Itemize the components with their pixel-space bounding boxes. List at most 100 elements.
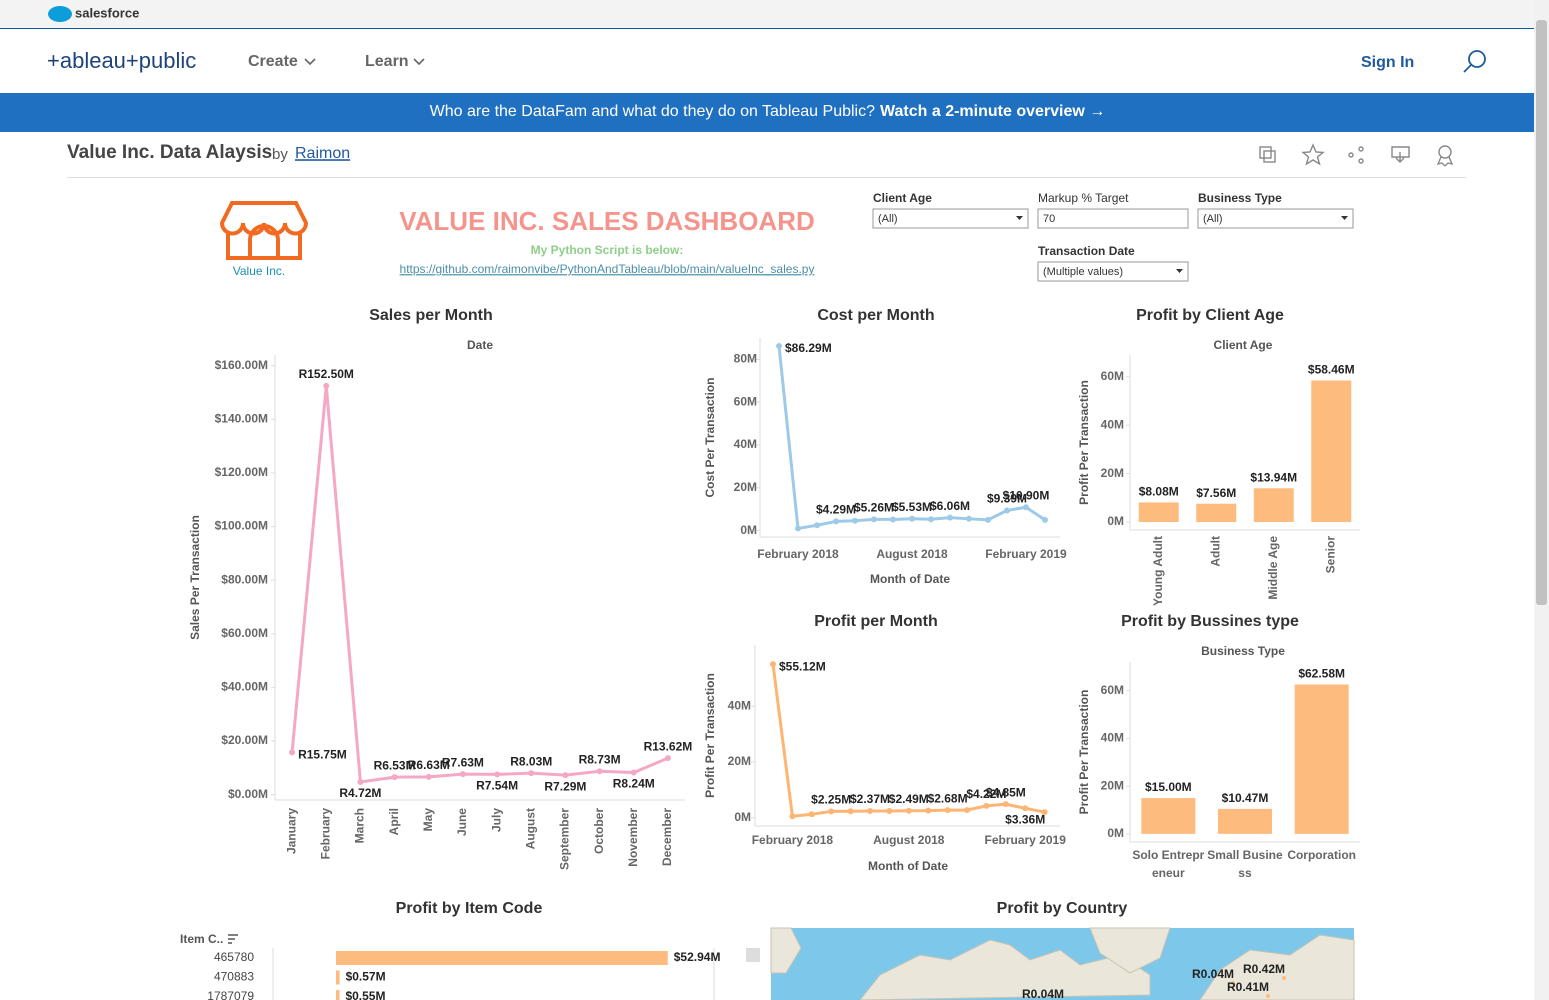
y-axis-label: Profit Per Transaction — [1077, 380, 1091, 505]
logo-text: Value Inc. — [233, 264, 285, 278]
viz-title: Value Inc. Data Alaysis — [67, 142, 272, 163]
nav-create[interactable]: Create — [248, 53, 298, 70]
x-tick-label-box: Small Business — [1207, 848, 1283, 880]
script-link[interactable]: https://github.com/raimonvibe/PythonAndT… — [400, 262, 815, 276]
toolbar[interactable] — [1259, 143, 1454, 167]
point — [814, 522, 820, 529]
value-label: R0.04M — [1192, 967, 1234, 981]
x-tick-label: November — [626, 808, 640, 867]
filter-box[interactable] — [1037, 261, 1189, 282]
bar — [1218, 808, 1272, 834]
filter-value: (Multiple values) — [1043, 266, 1123, 278]
value-label: $58.46M — [1308, 363, 1355, 377]
value-label: R0.41M — [1227, 980, 1269, 994]
value-label: $9.39M — [987, 492, 1027, 506]
point — [947, 514, 953, 521]
point — [1041, 809, 1048, 816]
x-tick-label: February 2018 — [757, 547, 839, 561]
chart-title: Profit by Country — [997, 900, 1128, 917]
x-tick-label: April — [387, 808, 401, 835]
y-tick-label: 60M — [734, 394, 757, 408]
point — [795, 525, 801, 532]
point — [909, 515, 915, 522]
point — [664, 755, 671, 762]
filter-value: (All) — [878, 213, 898, 225]
x-tick-label: February 2019 — [985, 833, 1067, 847]
bar — [1253, 488, 1294, 523]
point — [789, 813, 796, 820]
value-label: $2.37M — [850, 792, 890, 806]
sign-in[interactable]: Sign In — [1361, 54, 1414, 71]
chart-title: Profit per Month — [814, 613, 938, 630]
x-tick-label: February 2019 — [985, 547, 1067, 561]
point — [925, 807, 932, 814]
value-label: R8.03M — [510, 754, 552, 768]
banner-text: Who are the DataFam and what do they do … — [430, 103, 875, 120]
x-tick-label: Corporation — [1287, 848, 1356, 862]
banner-link[interactable]: Watch a 2-minute overview → — [880, 103, 1105, 120]
y-tick-label: 0M — [734, 810, 751, 824]
sort-icon — [228, 934, 238, 944]
filter-label: Client Age — [873, 191, 932, 205]
banner — [0, 93, 1534, 132]
y-tick-label: 20M — [734, 480, 757, 494]
chart-title: Profit by Item Code — [396, 900, 543, 917]
row-label: 465780 — [214, 950, 254, 964]
row-label: 1787079 — [207, 989, 254, 1000]
value-label: $4.85M — [986, 785, 1026, 799]
x-tick-label: February 2018 — [752, 833, 834, 847]
point — [985, 516, 991, 523]
dropdown-arrow — [1341, 216, 1348, 220]
y-tick-label: 20M — [1101, 778, 1124, 792]
point — [886, 807, 893, 814]
scrollbar-thumb[interactable] — [1536, 20, 1547, 605]
point — [983, 802, 990, 809]
x-tick-label: Small Business — [1207, 848, 1283, 880]
point — [323, 382, 330, 389]
filter-label: Markup % Target — [1038, 191, 1129, 205]
x-tick-label: August — [523, 808, 537, 849]
point — [596, 768, 603, 775]
value-label: $52.94M — [674, 950, 721, 964]
filter-box[interactable] — [1037, 208, 1189, 229]
point — [867, 808, 873, 815]
y-tick-label: 20M — [728, 754, 751, 768]
point — [528, 770, 535, 777]
script-note: My Python Script is below: — [531, 243, 684, 257]
nav-learn[interactable]: Learn — [365, 53, 409, 70]
y-tick-label: 0M — [1107, 514, 1124, 528]
author[interactable]: Raimon — [295, 145, 350, 162]
y-tick-label: 40M — [1101, 731, 1124, 745]
bar — [1138, 502, 1179, 523]
y-tick-label: 40M — [1101, 417, 1124, 431]
bar — [1311, 380, 1352, 523]
x-tick-label: June — [455, 808, 469, 836]
filter-box[interactable] — [872, 208, 1029, 229]
x-tick-label: May — [421, 808, 435, 832]
point — [1002, 801, 1009, 808]
value-label: R8.73M — [579, 752, 621, 766]
filter-box[interactable] — [1197, 208, 1354, 229]
map-land — [770, 927, 1355, 1000]
logo[interactable]: +ableau+public — [47, 48, 196, 73]
x-tick-label: August 2018 — [873, 833, 945, 847]
value-label: R13.62M — [644, 739, 693, 753]
y-axis-label: Profit Per Transaction — [703, 673, 717, 798]
x-tick-label: Solo Entrepreneur — [1132, 848, 1205, 880]
point — [1004, 507, 1010, 514]
point — [494, 771, 501, 778]
filter-label: Business Type — [1198, 191, 1282, 205]
dashboard-title: VALUE INC. SALES DASHBOARD — [399, 206, 815, 236]
x-tick-label: Middle Age — [1266, 536, 1280, 600]
point — [828, 808, 835, 815]
scroll-thumb[interactable] — [746, 948, 760, 962]
value-label: $2.68M — [928, 791, 968, 805]
search-icon[interactable] — [1463, 50, 1486, 73]
y-tick-label: $60.00M — [221, 626, 268, 640]
value-label: R6.63M — [408, 758, 450, 772]
point — [1022, 805, 1029, 812]
x-tick-label: August 2018 — [876, 547, 948, 561]
point — [928, 516, 934, 523]
x-tick-label: July — [489, 808, 503, 832]
y-tick-label: 40M — [734, 437, 757, 451]
